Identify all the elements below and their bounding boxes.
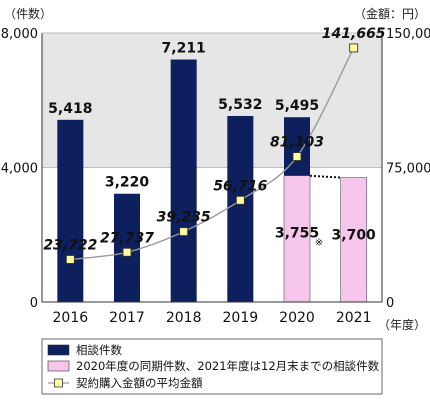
axis-layer: 8,000 4,000 0 150,000 75,000 0 2016 2017 2018 201… — [1, 27, 430, 326]
right-tick-label: 150,000 — [386, 27, 430, 42]
plot-background — [42, 33, 382, 168]
marker-average-2016 — [65, 255, 75, 264]
right-axis-unit: （金額：円） — [354, 6, 426, 21]
legend-box — [41, 338, 383, 395]
right-tick-label: 0 — [386, 296, 394, 311]
marker-average-2018 — [179, 227, 189, 237]
label-average-2020: 81,103 — [270, 135, 324, 151]
x-tick-label-2019: 2019 — [223, 310, 259, 326]
marker-average-2020 — [292, 152, 302, 162]
legend-marker-average — [54, 378, 63, 388]
label-average-2017: 27,737 — [100, 230, 154, 246]
x-tick-label-2016: 2016 — [53, 310, 89, 326]
left-tick-label: 0 — [30, 296, 38, 311]
bar-consultations-2016 — [57, 119, 84, 302]
label-layer: 5,418 3,220 7,211 5,532 5,495 3,755 3,700 ※ 23,7… — [43, 26, 385, 254]
label-average-2019: 56,716 — [213, 178, 267, 194]
label-consultations-2019: 5,532 — [218, 97, 262, 113]
legend-swatch-consultations — [47, 344, 70, 356]
x-tick-label-2021: 2021 — [336, 310, 372, 326]
connector-same-period — [309, 174, 341, 179]
label-consultations-2020: 5,495 — [275, 98, 319, 114]
label-same-period-2021: 3,700 — [332, 228, 377, 244]
bar-consultations-2018 — [170, 59, 197, 303]
legend-swatch-same-period — [47, 360, 70, 372]
shaded-region — [42, 33, 382, 168]
note-mark: ※ — [315, 238, 323, 249]
legend-label-average: 契約購入金額の平均金額 — [76, 376, 203, 390]
label-consultations-2017: 3,220 — [105, 175, 150, 191]
right-tick-label: 75,000 — [386, 162, 430, 177]
line-layer — [65, 43, 359, 264]
marker-average-2021 — [349, 43, 359, 53]
legend-label-same-period: 2020年度の同期件数、2021年度は12月末までの相談件数 — [76, 359, 380, 373]
legend-label-consultations: 相談件数 — [76, 343, 122, 357]
label-same-period-2020: 3,755 — [275, 226, 319, 242]
left-axis-unit: （件数） — [4, 6, 52, 21]
x-tick-label-2017: 2017 — [109, 310, 145, 326]
label-average-2021: 141,665 — [322, 26, 386, 42]
bar-consultations-2019 — [227, 115, 254, 302]
label-average-2016: 23,722 — [43, 237, 97, 253]
connector-layer — [309, 174, 341, 179]
label-consultations-2018: 7,211 — [162, 41, 206, 57]
marker-average-2019 — [235, 195, 245, 205]
label-consultations-2016: 5,418 — [48, 101, 92, 117]
marker-average-2017 — [122, 247, 132, 257]
x-tick-label-2018: 2018 — [166, 310, 202, 326]
left-tick-label: 8,000 — [1, 27, 38, 42]
legend: 相談件数 2020年度の同期件数、2021年度は12月末までの相談件数 契約購入… — [41, 338, 383, 395]
x-axis-unit: （年度） — [378, 317, 426, 332]
left-tick-label: 4,000 — [1, 162, 38, 177]
label-average-2018: 39,235 — [157, 210, 211, 226]
x-tick-label-2020: 2020 — [279, 310, 315, 326]
